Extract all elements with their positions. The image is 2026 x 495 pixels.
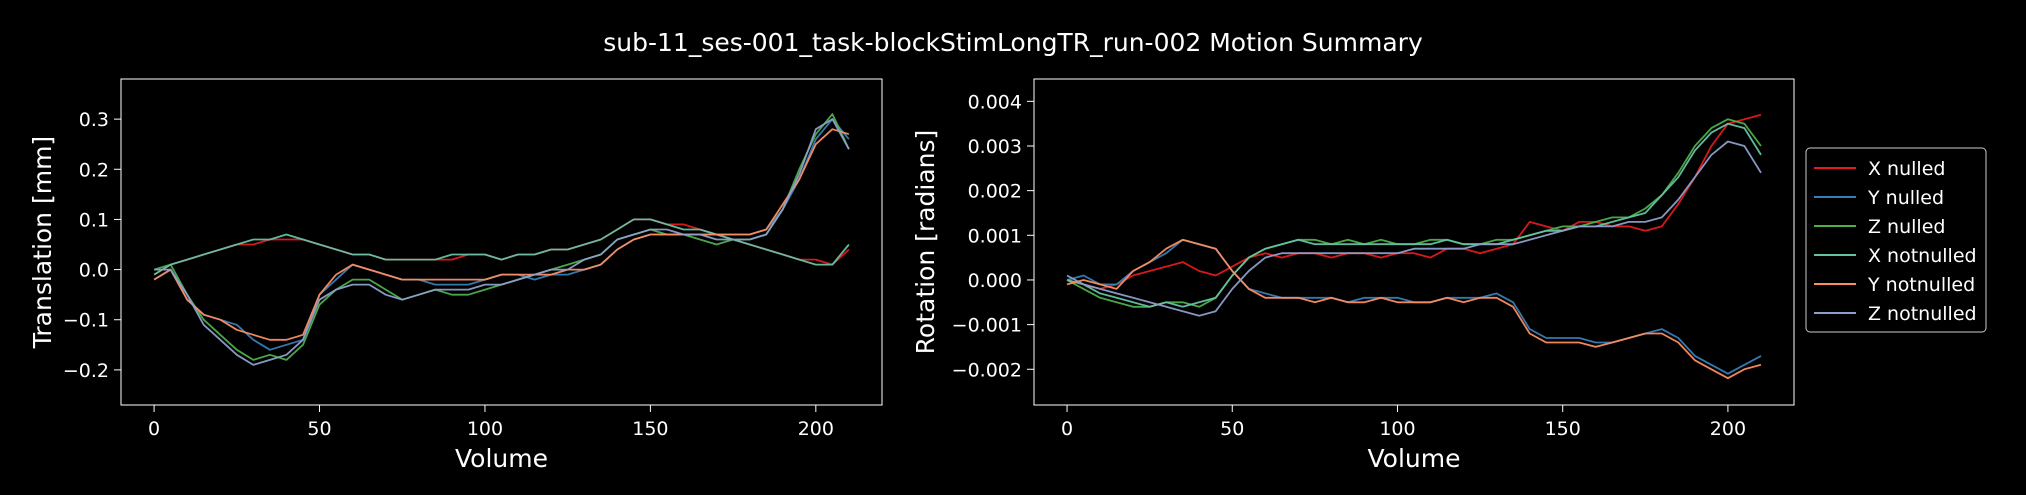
legend-label: Y notnulled xyxy=(1867,274,1975,296)
x-tick-label: 50 xyxy=(1220,418,1244,440)
x-tick-label: 200 xyxy=(1710,418,1746,440)
x-tick-label: 0 xyxy=(148,418,160,440)
y-tick-label: −0.001 xyxy=(952,315,1022,337)
y-tick-label: 0.003 xyxy=(968,136,1022,158)
y-tick-label: −0.2 xyxy=(63,360,109,382)
x-tick-label: 150 xyxy=(632,418,668,440)
plot-area xyxy=(153,113,850,366)
y-tick-label: 0.3 xyxy=(79,109,109,131)
y-axis-label: Rotation [radians] xyxy=(911,130,940,355)
x-tick-label: 100 xyxy=(467,418,503,440)
series-line-x-nulled xyxy=(1066,113,1762,290)
series-line-y-notnulled xyxy=(1066,238,1762,380)
series-line-x-notnulled xyxy=(1066,122,1762,308)
x-axis-label: Volume xyxy=(1368,444,1461,473)
y-tick-label: 0.001 xyxy=(968,225,1022,247)
y-tick-label: 0.0 xyxy=(79,260,109,282)
series-line-y-nulled xyxy=(1066,238,1762,375)
x-tick-label: 100 xyxy=(1379,418,1415,440)
legend-label: X nulled xyxy=(1868,158,1945,180)
x-axis-label: Volume xyxy=(455,444,548,473)
series-line-z-notnulled xyxy=(154,118,850,366)
y-axis-label: Translation [mm] xyxy=(28,136,57,349)
figure-title: sub-11_ses-001_task-blockStimLongTR_run-… xyxy=(603,28,1423,57)
series-line-z-notnulled xyxy=(1066,140,1762,317)
legend-box xyxy=(1805,147,1987,333)
legend-label: Z nulled xyxy=(1868,216,1945,238)
y-tick-label: 0.000 xyxy=(968,270,1022,292)
legend-label: Y nulled xyxy=(1867,187,1944,209)
series-line-y-notnulled xyxy=(153,128,850,341)
y-tick-label: 0.1 xyxy=(79,209,109,231)
plot-area xyxy=(1066,113,1762,380)
axes-frame xyxy=(120,78,883,406)
y-tick-label: 0.002 xyxy=(968,181,1022,203)
y-tick-label: −0.1 xyxy=(63,310,109,332)
x-tick-label: 0 xyxy=(1061,418,1073,440)
x-tick-label: 50 xyxy=(307,418,331,440)
series-line-z-nulled xyxy=(1066,118,1762,308)
x-tick-label: 200 xyxy=(798,418,834,440)
legend-label: Z notnulled xyxy=(1868,303,1977,325)
y-tick-label: −0.002 xyxy=(952,359,1022,381)
y-tick-label: 0.2 xyxy=(79,159,109,181)
x-tick-label: 150 xyxy=(1545,418,1581,440)
y-tick-label: 0.004 xyxy=(968,91,1022,113)
legend-label: X notnulled xyxy=(1868,245,1977,267)
axes-frame xyxy=(1033,78,1795,406)
